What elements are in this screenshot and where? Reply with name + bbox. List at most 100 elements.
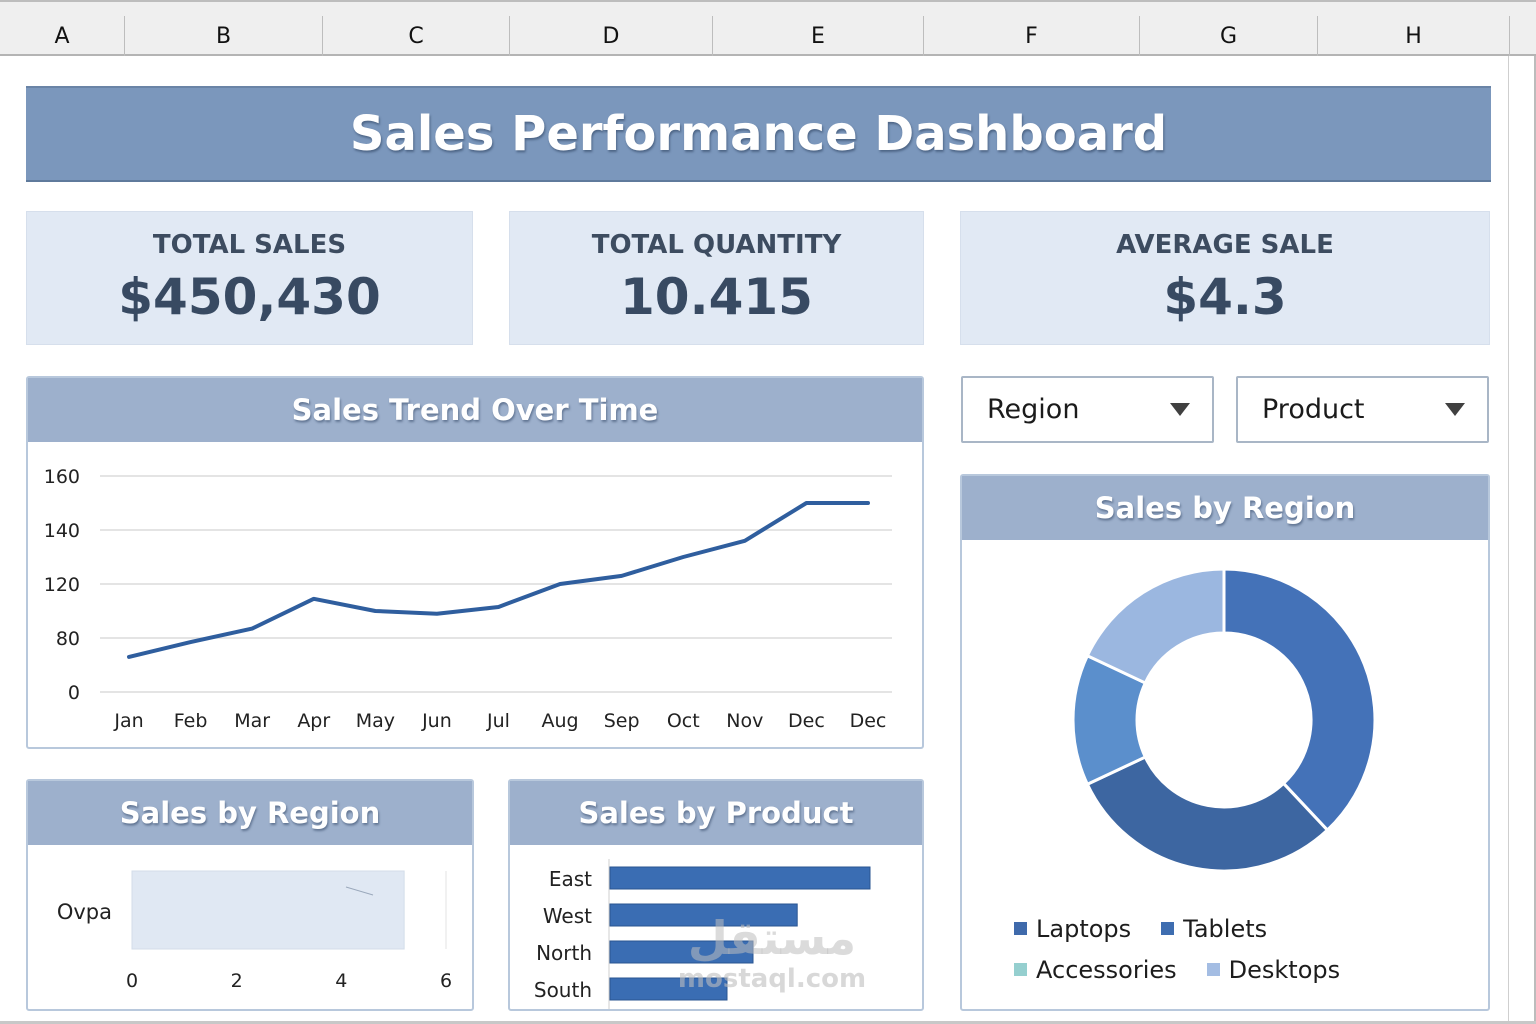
region-filter-label: Region — [987, 394, 1080, 425]
category-label: East — [549, 867, 592, 891]
x-tick-label: 4 — [335, 970, 347, 992]
sales-trend-panel: Sales Trend Over Time 0 80 120 140 160 Jan Feb… — [26, 376, 924, 749]
legend-item-laptops: Laptops — [1014, 912, 1131, 945]
x-tick-label: Mar — [234, 710, 270, 732]
x-tick-label: Feb — [174, 710, 208, 732]
x-tick-label: Apr — [297, 710, 330, 732]
panel-header: Sales by Region — [962, 476, 1488, 540]
x-tick-label: Oct — [667, 710, 700, 732]
product-filter-dropdown[interactable]: Product — [1236, 376, 1489, 443]
panel-header: Sales by Product — [510, 781, 922, 845]
column-header-b[interactable]: B — [125, 16, 323, 56]
legend-label: Desktops — [1228, 955, 1341, 984]
dashboard-title-banner: Sales Performance Dashboard — [26, 86, 1491, 182]
series-line-sales — [127, 501, 870, 659]
sales-by-region-donut-chart — [1071, 567, 1377, 873]
dashboard-title: Sales Performance Dashboard — [349, 106, 1168, 162]
x-tick-label: Jan — [113, 710, 143, 732]
caret-down-icon[interactable] — [1445, 403, 1465, 416]
x-tick-label: Aug — [542, 710, 579, 732]
column-header-f[interactable]: F — [924, 16, 1140, 56]
sales-by-region-bar-panel: Sales by Region 0 2 4 6 Ovpa — [26, 779, 474, 1011]
legend-swatch-icon — [1206, 963, 1220, 976]
x-tick-label: Nov — [726, 710, 763, 732]
x-tick-label: 6 — [440, 970, 452, 992]
kpi-card-average-sale: AVERAGE SALE $4.3 — [960, 211, 1490, 345]
sheet-right-edge — [1508, 56, 1536, 1024]
legend-label: Accessories — [1036, 955, 1177, 984]
legend-swatch-icon — [1161, 922, 1175, 935]
column-letter: C — [408, 23, 424, 49]
y-tick-label: 160 — [44, 466, 80, 488]
category-label: North — [536, 941, 592, 965]
y-tick-label: 120 — [44, 574, 80, 596]
column-letter: G — [1219, 23, 1238, 49]
bar — [609, 977, 728, 1001]
kpi-value: 10.415 — [620, 268, 813, 326]
sheet-bottom-edge — [0, 1021, 1536, 1024]
panel-title: Sales by Region — [119, 796, 381, 830]
column-letter: F — [1025, 23, 1038, 49]
y-tick-label: 140 — [44, 520, 80, 542]
donut-legend: Laptops Tablets Accessories Desktops — [1014, 912, 1464, 986]
sales-by-region-donut-panel: Sales by Region — [960, 474, 1490, 1011]
column-letter: E — [811, 23, 825, 49]
column-header-d[interactable]: D — [510, 16, 713, 56]
kpi-card-total-quantity: TOTAL QUANTITY 10.415 — [509, 211, 924, 345]
panel-header: Sales Trend Over Time — [28, 378, 922, 442]
bar — [609, 940, 754, 964]
x-tick-label: Dec — [850, 710, 887, 732]
column-header-e[interactable]: E — [713, 16, 924, 56]
kpi-value: $4.3 — [1163, 268, 1287, 326]
category-label: West — [543, 904, 592, 928]
donut-slice-laptops — [1222, 567, 1377, 833]
sales-by-region-bar-chart: 0 2 4 6 Ovpa — [57, 870, 452, 992]
y-tick-label: 80 — [56, 628, 80, 650]
column-header-row: A B C D E F G H — [0, 0, 1536, 56]
panel-title: Sales Trend Over Time — [291, 393, 659, 427]
legend-swatch-icon — [1014, 963, 1027, 976]
x-tick-label: Dec — [788, 710, 825, 732]
x-tick-label: 2 — [231, 970, 243, 992]
column-header-c[interactable]: C — [323, 16, 510, 56]
x-tick-label: Jul — [486, 710, 510, 732]
bar — [609, 903, 798, 927]
sales-trend-chart: 0 80 120 140 160 Jan Feb Mar Apr May Jun Jul Aug Sep O… — [44, 466, 892, 732]
legend-item-accessories: Accessories — [1014, 953, 1177, 986]
legend-label: Tablets — [1183, 914, 1268, 943]
product-filter-label: Product — [1262, 394, 1365, 425]
kpi-label: TOTAL QUANTITY — [591, 230, 842, 260]
x-tick-label: May — [356, 710, 395, 732]
legend-label: Laptops — [1036, 914, 1132, 943]
bar — [131, 870, 405, 950]
vertical-scroll-edge — [1534, 56, 1536, 1024]
x-tick-label: 0 — [126, 970, 138, 992]
kpi-label: TOTAL SALES — [152, 230, 347, 260]
column-letter: A — [54, 23, 70, 49]
column-letter: D — [602, 23, 620, 49]
sales-by-product-chart: East West North South — [534, 859, 871, 1009]
column-letter: B — [215, 23, 232, 49]
region-filter-dropdown[interactable]: Region — [961, 376, 1214, 443]
kpi-card-total-sales: TOTAL SALES $450,430 — [26, 211, 473, 345]
kpi-label: AVERAGE SALE — [1116, 230, 1334, 260]
category-label: South — [534, 978, 592, 1002]
column-header-h[interactable]: H — [1318, 16, 1510, 56]
column-header-a[interactable]: A — [0, 16, 125, 56]
panel-title: Sales by Product — [578, 796, 854, 830]
legend-item-desktops: Desktops — [1206, 953, 1341, 986]
legend-swatch-icon — [1014, 922, 1027, 935]
chart-artifact-line — [345, 886, 374, 896]
x-tick-label: Jun — [421, 710, 452, 732]
caret-down-icon[interactable] — [1170, 403, 1190, 416]
panel-title: Sales by Region — [1094, 491, 1356, 525]
donut-slice-desktops — [1085, 567, 1226, 685]
kpi-value: $450,430 — [118, 268, 381, 326]
category-label: Ovpa — [57, 900, 112, 924]
legend-item-tablets: Tablets — [1161, 912, 1267, 945]
bar — [609, 866, 871, 890]
x-tick-label: Sep — [604, 710, 640, 732]
column-letter: H — [1405, 23, 1422, 49]
sales-by-product-panel: Sales by Product East West North South — [508, 779, 924, 1011]
column-header-g[interactable]: G — [1140, 16, 1318, 56]
